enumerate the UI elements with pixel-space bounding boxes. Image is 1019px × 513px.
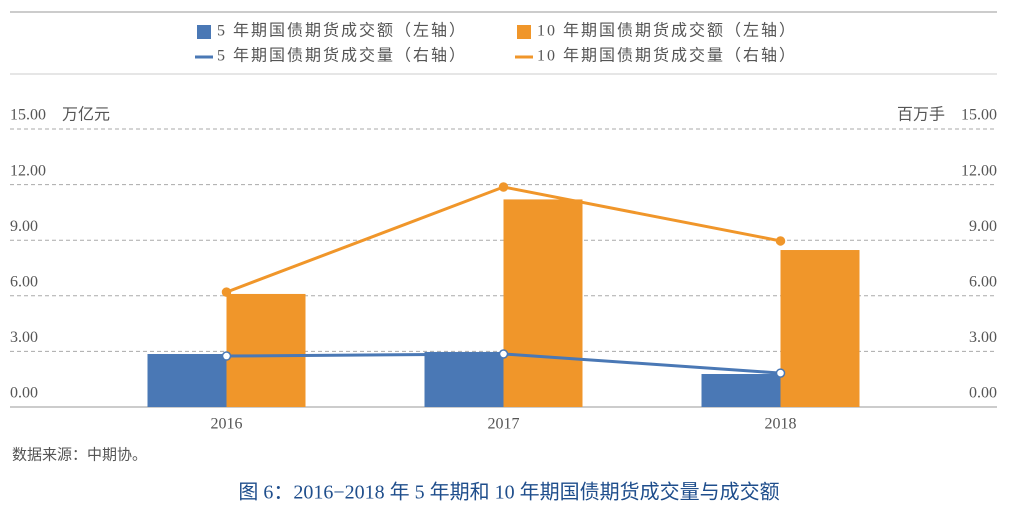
y-tick-label: 9.00 <box>10 218 38 235</box>
y2-tick-label: 9.00 <box>969 218 997 235</box>
x-tick-label: 2018 <box>765 416 797 433</box>
bar <box>424 351 504 407</box>
legend-swatch <box>197 25 211 39</box>
y2-tick-label: 6.00 <box>969 273 997 290</box>
x-tick-label: 2017 <box>488 416 520 433</box>
y-tick-label: 0.00 <box>10 385 38 402</box>
y2-axis-unit: 百万手 <box>897 106 945 124</box>
y2-tick-label: 0.00 <box>969 385 997 402</box>
y-tick-label: 6.00 <box>10 273 38 290</box>
y2-tick-label: 3.00 <box>969 329 997 346</box>
legend-label: 5 年期国债期货成交额（左轴） <box>217 22 467 40</box>
caption: 图 6：2016−2018 年 5 年期和 10 年期国债期货成交量与成交额 <box>238 481 779 504</box>
line-point <box>221 351 232 361</box>
line-point <box>498 349 509 359</box>
line-point <box>775 236 786 246</box>
line-point <box>775 368 786 378</box>
line-point <box>498 182 509 192</box>
source-note: 数据来源：中期协。 <box>12 446 147 463</box>
y-tick-label: 3.00 <box>10 329 38 346</box>
y-tick-label: 15.00 <box>10 107 46 124</box>
y2-tick-label: 15.00 <box>961 107 997 124</box>
legend-label: 5 年期国债期货成交量（右轴） <box>217 47 467 65</box>
y-tick-label: 12.00 <box>10 162 46 179</box>
bar <box>780 250 860 407</box>
x-tick-label: 2016 <box>211 416 243 433</box>
legend-label: 10 年期国债期货成交额（左轴） <box>537 22 797 40</box>
bar <box>226 293 306 407</box>
bar <box>147 353 227 407</box>
bar <box>701 374 781 407</box>
line-point <box>221 287 232 297</box>
y2-tick-label: 12.00 <box>961 162 997 179</box>
legend-swatch <box>517 25 531 39</box>
bar <box>503 199 583 407</box>
y-axis-unit: 万亿元 <box>62 106 110 124</box>
legend-label: 10 年期国债期货成交量（右轴） <box>537 47 797 65</box>
